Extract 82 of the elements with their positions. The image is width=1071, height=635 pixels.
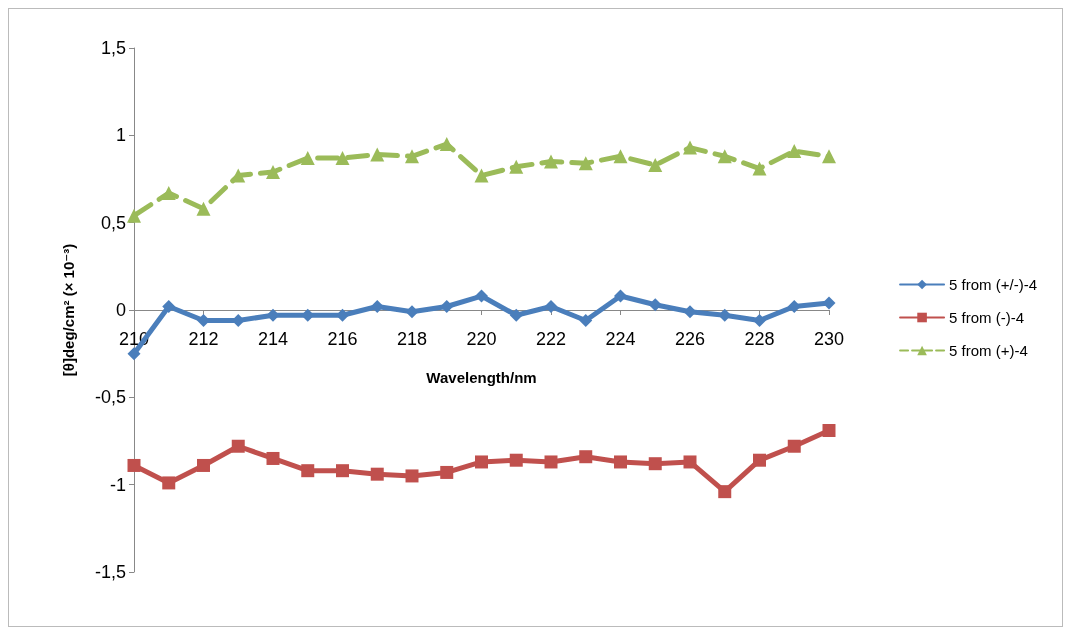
x-tick-label: 230 (813, 329, 845, 349)
point (405, 305, 419, 319)
point (266, 451, 280, 465)
point (787, 300, 801, 314)
point (509, 453, 523, 467)
point (614, 455, 627, 469)
point (822, 296, 836, 310)
point (127, 347, 141, 361)
point (683, 455, 697, 469)
point (579, 450, 593, 464)
point (787, 439, 801, 453)
y-tick-label: -1,5 (94, 562, 126, 582)
point (161, 185, 176, 200)
point (300, 151, 315, 166)
point (405, 149, 419, 164)
y-tick-label: -0,5 (94, 387, 126, 408)
legend-label: 5 from (+/-)-4 (949, 276, 1038, 293)
point (822, 149, 836, 164)
point (544, 154, 558, 169)
point (475, 455, 488, 469)
point (718, 308, 732, 322)
point (197, 458, 210, 472)
point (578, 156, 593, 171)
point (544, 300, 558, 314)
x-tick-label: 220 (466, 329, 497, 349)
point (127, 458, 141, 472)
point (196, 201, 211, 216)
point (440, 465, 454, 479)
point (613, 149, 628, 164)
point (370, 467, 384, 481)
point (753, 313, 766, 327)
point (475, 289, 488, 303)
y-tick-label: -1 (109, 474, 126, 495)
point (231, 439, 245, 453)
point (822, 424, 836, 438)
point (336, 308, 349, 322)
x-tick-label: 224 (605, 329, 636, 349)
x-tick-label: 218 (396, 329, 428, 349)
point (474, 168, 489, 183)
x-tick-label: 228 (744, 329, 775, 349)
x-tick-label: 212 (188, 329, 219, 349)
x-tick-label: 216 (327, 329, 358, 349)
point (683, 140, 697, 155)
point (301, 308, 315, 322)
point (405, 469, 419, 483)
point (336, 464, 349, 478)
point (683, 305, 697, 319)
x-tick-label: 214 (257, 329, 289, 349)
y-tick-label: 1,5 (100, 38, 126, 58)
point (648, 457, 662, 471)
x-axis-title: Wavelength/nm (426, 369, 537, 386)
point (717, 149, 732, 164)
point (197, 313, 210, 327)
y-axis-title: [θ]deg/cm² (× 10⁻³) (60, 243, 77, 377)
point (544, 455, 558, 469)
point (335, 151, 350, 166)
point (752, 161, 767, 176)
point (648, 298, 662, 312)
y-tick-label: 1 (115, 125, 126, 146)
point (718, 485, 732, 499)
legend-label: 5 from (+)-4 (949, 342, 1028, 359)
point (753, 453, 766, 467)
point (127, 208, 141, 223)
point (370, 300, 384, 314)
point (440, 300, 454, 314)
point (266, 308, 280, 322)
point (301, 464, 315, 478)
point (579, 313, 593, 327)
point (648, 158, 663, 173)
y-tick-label: 0 (115, 300, 126, 320)
point (162, 476, 176, 490)
point (509, 308, 523, 322)
x-tick-label: 222 (535, 329, 567, 349)
point (614, 289, 627, 303)
point (787, 144, 802, 159)
legend-label: 5 from (-)-4 (949, 309, 1025, 326)
point (266, 165, 280, 180)
point (162, 300, 176, 314)
x-tick-label: 226 (674, 329, 706, 349)
y-tick-label: 0,5 (100, 212, 126, 233)
point (370, 147, 385, 162)
point (509, 159, 524, 174)
